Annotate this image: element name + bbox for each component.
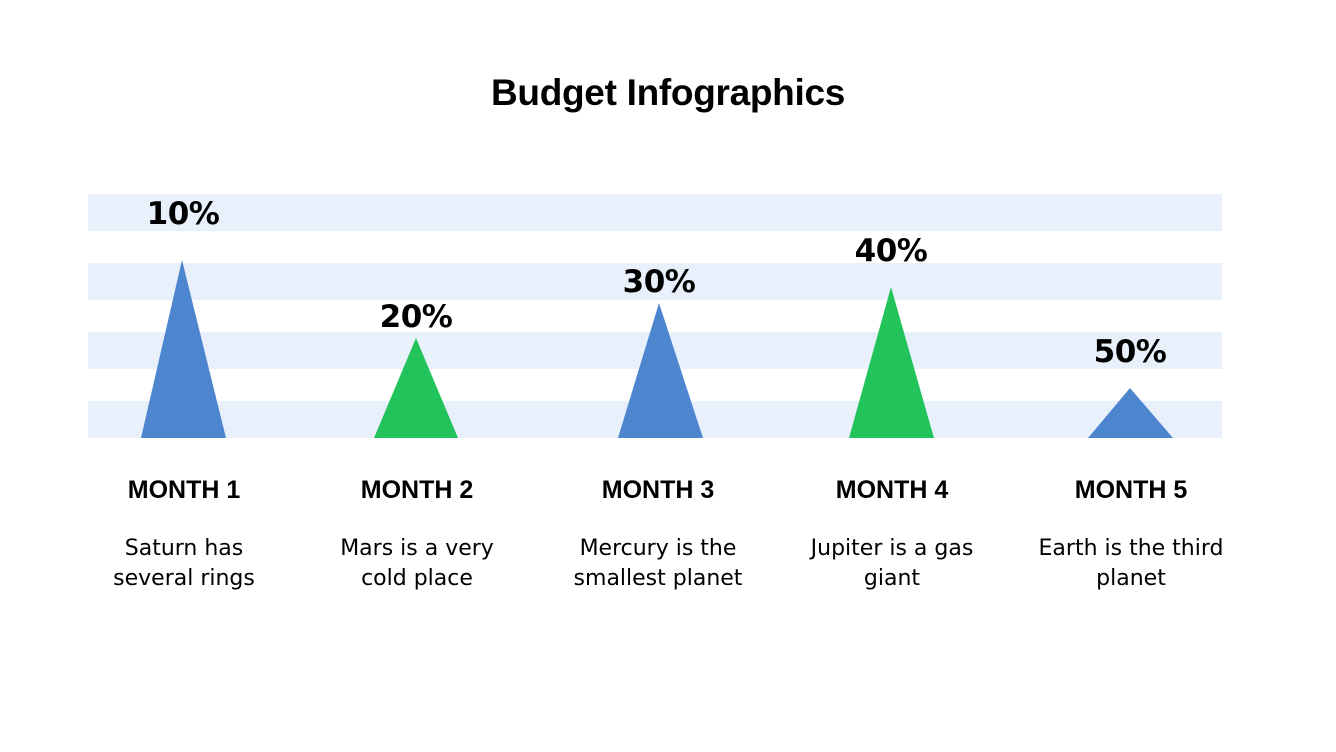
month-label: MONTH 2 (360, 476, 474, 504)
month-description: Mars is a very cold place (297, 534, 537, 594)
description-line: Mercury is the (579, 536, 737, 561)
value-label: 40% (854, 233, 928, 269)
background-band (88, 263, 1222, 300)
value-label: 50% (1093, 334, 1167, 370)
page-title: Budget Infographics (490, 72, 846, 113)
triangle-bar-month-1 (141, 260, 226, 438)
description-line: smallest planet (573, 566, 743, 591)
value-label: 20% (379, 299, 453, 335)
description-line: Mars is a very (340, 536, 494, 561)
month-label: MONTH 4 (835, 476, 949, 504)
triangle-bar-month-3 (618, 303, 703, 438)
description-line: cold place (361, 566, 473, 591)
background-band (88, 194, 1222, 231)
month-description: Jupiter is a gas giant (772, 534, 1012, 594)
description-line: Earth is the third (1038, 536, 1224, 561)
description-line: planet (1096, 566, 1166, 591)
description-line: Jupiter is a gas (810, 536, 974, 561)
month-description: Mercury is the smallest planet (538, 534, 778, 594)
value-label: 30% (622, 264, 696, 300)
value-label: 10% (146, 196, 220, 232)
month-label: MONTH 3 (601, 476, 715, 504)
triangle-bar-month-2 (374, 338, 458, 438)
description-line: several rings (113, 566, 255, 591)
month-description: Earth is the third planet (1011, 534, 1251, 594)
description-line: giant (863, 566, 921, 591)
description-line: Saturn has (124, 536, 244, 561)
triangle-bar-month-4 (849, 287, 934, 438)
triangle-bar-month-5 (1088, 388, 1173, 438)
month-label: MONTH 1 (127, 476, 241, 504)
month-description: Saturn has several rings (64, 534, 304, 594)
month-label: MONTH 5 (1074, 476, 1188, 504)
